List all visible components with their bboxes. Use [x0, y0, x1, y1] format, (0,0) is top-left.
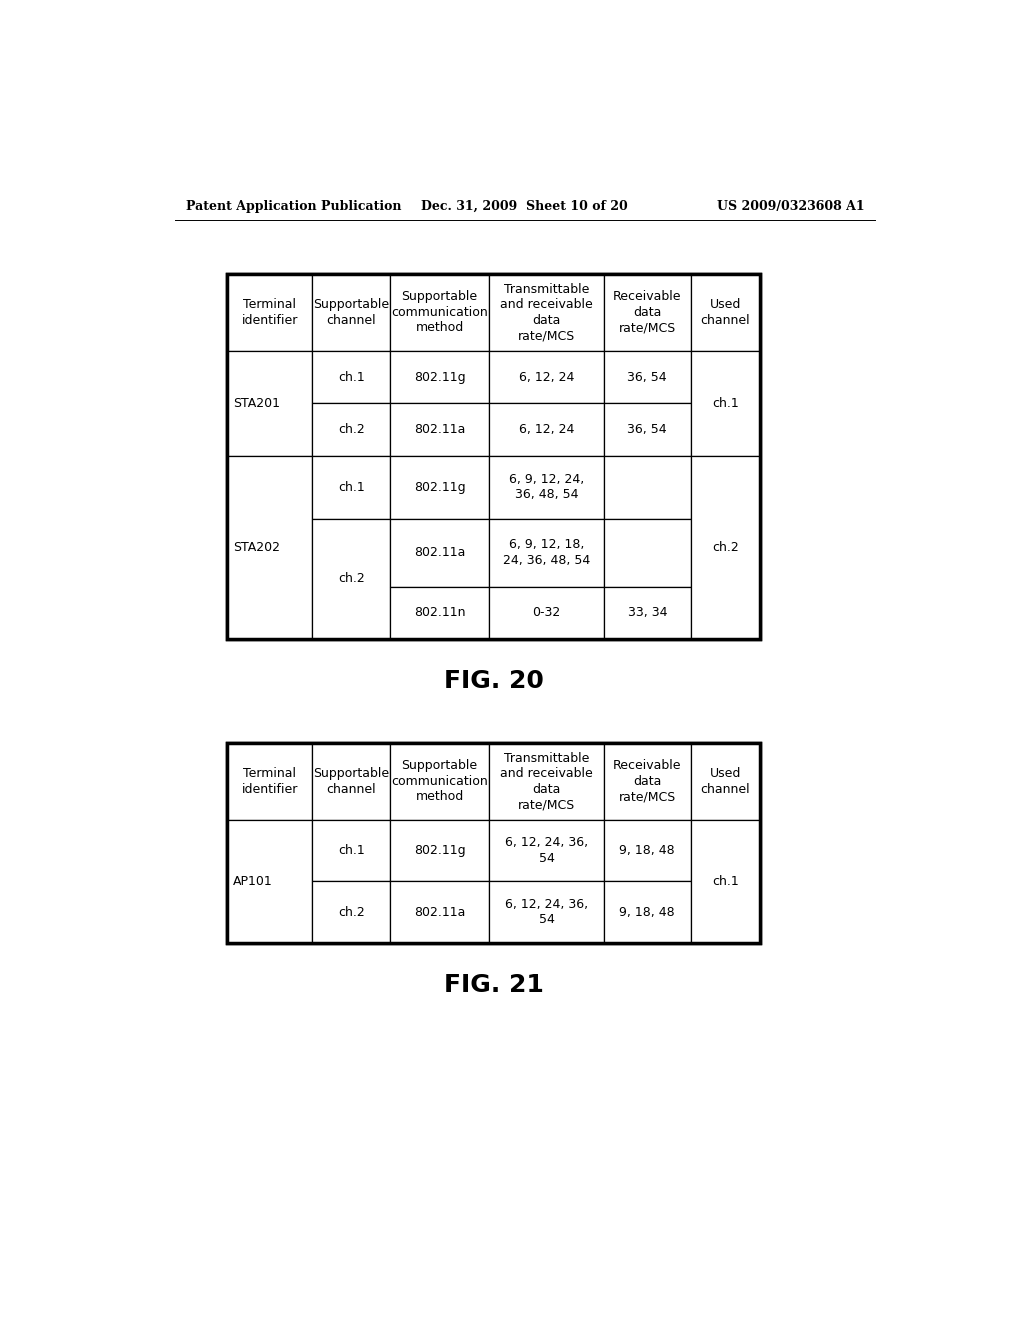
Text: Supportable
communication
method: Supportable communication method	[391, 290, 487, 334]
Text: AP101: AP101	[233, 875, 273, 888]
Bar	[227, 820, 312, 942]
Bar	[227, 743, 761, 942]
Text: ch.2: ch.2	[338, 573, 365, 585]
Text: Terminal
identifier: Terminal identifier	[242, 298, 298, 326]
Text: 802.11g: 802.11g	[414, 371, 465, 384]
Bar	[604, 404, 690, 455]
Text: 9, 18, 48: 9, 18, 48	[620, 843, 675, 857]
Bar	[312, 882, 390, 942]
Bar	[604, 820, 690, 882]
Bar	[604, 351, 690, 404]
Bar	[604, 882, 690, 942]
Bar	[489, 351, 604, 404]
Text: 6, 9, 12, 24,
36, 48, 54: 6, 9, 12, 24, 36, 48, 54	[509, 473, 584, 502]
Bar	[489, 455, 604, 519]
Bar	[312, 404, 390, 455]
Text: 802.11g: 802.11g	[414, 480, 465, 494]
Text: Patent Application Publication: Patent Application Publication	[186, 199, 401, 213]
Bar	[489, 882, 604, 942]
Bar	[604, 275, 690, 351]
Bar	[227, 743, 312, 820]
Bar	[604, 519, 690, 586]
Bar	[489, 820, 604, 882]
Text: FIG. 21: FIG. 21	[443, 973, 544, 998]
Text: Supportable
channel: Supportable channel	[313, 298, 389, 326]
Bar	[312, 275, 390, 351]
Bar	[604, 586, 690, 639]
Bar	[312, 743, 390, 820]
Text: Transmittable
and receivable
data
rate/MCS: Transmittable and receivable data rate/M…	[500, 282, 593, 342]
Bar	[489, 275, 604, 351]
Text: Supportable
channel: Supportable channel	[313, 767, 389, 796]
Bar	[390, 586, 489, 639]
Text: ch.1: ch.1	[338, 480, 365, 494]
Bar	[312, 820, 390, 882]
Bar	[690, 275, 761, 351]
Bar	[312, 351, 390, 404]
Text: ch.1: ch.1	[338, 843, 365, 857]
Bar	[390, 882, 489, 942]
Text: ch.1: ch.1	[712, 875, 739, 888]
Text: US 2009/0323608 A1: US 2009/0323608 A1	[717, 199, 864, 213]
Bar	[690, 351, 761, 455]
Text: STA202: STA202	[233, 541, 281, 554]
Bar	[227, 275, 312, 351]
Bar	[489, 743, 604, 820]
Bar	[312, 519, 390, 639]
Bar	[489, 519, 604, 586]
Text: 6, 12, 24: 6, 12, 24	[519, 422, 574, 436]
Bar	[604, 743, 690, 820]
Bar	[312, 455, 390, 519]
Bar	[227, 455, 312, 639]
Text: 36, 54: 36, 54	[628, 422, 667, 436]
Bar	[690, 455, 761, 639]
Bar	[390, 351, 489, 404]
Text: 802.11a: 802.11a	[414, 422, 465, 436]
Text: 802.11n: 802.11n	[414, 606, 465, 619]
Text: 36, 54: 36, 54	[628, 371, 667, 384]
Text: 6, 9, 12, 18,
24, 36, 48, 54: 6, 9, 12, 18, 24, 36, 48, 54	[503, 539, 590, 566]
Bar	[390, 820, 489, 882]
Text: STA201: STA201	[233, 397, 281, 409]
Text: 33, 34: 33, 34	[628, 606, 667, 619]
Text: 802.11g: 802.11g	[414, 843, 465, 857]
Bar	[390, 743, 489, 820]
Text: FIG. 20: FIG. 20	[443, 669, 544, 693]
Bar	[227, 743, 761, 942]
Text: Dec. 31, 2009  Sheet 10 of 20: Dec. 31, 2009 Sheet 10 of 20	[422, 199, 628, 213]
Bar	[604, 455, 690, 519]
Bar	[227, 275, 761, 639]
Bar	[227, 275, 761, 639]
Text: Terminal
identifier: Terminal identifier	[242, 767, 298, 796]
Bar	[489, 404, 604, 455]
Text: 6, 12, 24, 36,
54: 6, 12, 24, 36, 54	[505, 898, 588, 927]
Text: 9, 18, 48: 9, 18, 48	[620, 906, 675, 919]
Text: ch.1: ch.1	[338, 371, 365, 384]
Bar	[390, 404, 489, 455]
Bar	[390, 275, 489, 351]
Text: ch.2: ch.2	[338, 906, 365, 919]
Text: 6, 12, 24, 36,
54: 6, 12, 24, 36, 54	[505, 837, 588, 865]
Bar	[489, 586, 604, 639]
Text: Used
channel: Used channel	[700, 767, 751, 796]
Text: 0-32: 0-32	[532, 606, 560, 619]
Bar	[690, 820, 761, 942]
Bar	[690, 743, 761, 820]
Bar	[227, 351, 312, 455]
Text: ch.1: ch.1	[712, 397, 739, 409]
Text: Receivable
data
rate/MCS: Receivable data rate/MCS	[613, 290, 682, 334]
Text: Supportable
communication
method: Supportable communication method	[391, 759, 487, 804]
Text: Receivable
data
rate/MCS: Receivable data rate/MCS	[613, 759, 682, 804]
Text: 802.11a: 802.11a	[414, 906, 465, 919]
Bar	[390, 455, 489, 519]
Text: Used
channel: Used channel	[700, 298, 751, 326]
Text: ch.2: ch.2	[712, 541, 739, 554]
Text: 6, 12, 24: 6, 12, 24	[519, 371, 574, 384]
Text: Transmittable
and receivable
data
rate/MCS: Transmittable and receivable data rate/M…	[500, 751, 593, 810]
Text: ch.2: ch.2	[338, 422, 365, 436]
Text: 802.11a: 802.11a	[414, 546, 465, 560]
Bar	[390, 519, 489, 586]
